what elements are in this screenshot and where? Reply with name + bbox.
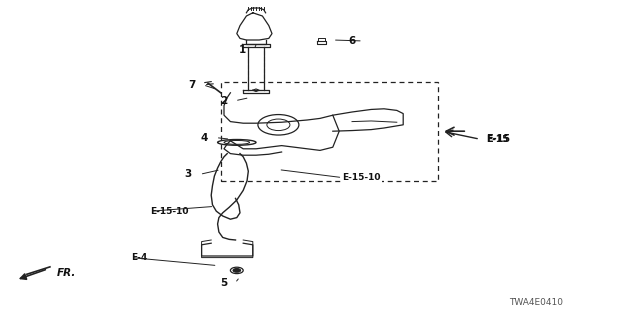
Text: TWA4E0410: TWA4E0410 [509, 298, 563, 307]
Text: E-15: E-15 [486, 134, 511, 144]
Text: 4: 4 [200, 132, 208, 143]
Text: 7: 7 [188, 80, 195, 90]
Text: E-15-10: E-15-10 [150, 207, 189, 216]
Text: E-15-10: E-15-10 [342, 173, 381, 182]
Text: E-15: E-15 [486, 135, 509, 144]
Bar [221, 82, 438, 181]
Text: 1: 1 [239, 44, 246, 55]
Text: E-4: E-4 [131, 253, 147, 262]
Circle shape [233, 268, 241, 272]
Text: 5: 5 [220, 278, 227, 288]
Text: 3: 3 [185, 169, 192, 180]
Text: 2: 2 [220, 96, 227, 106]
Text: 6: 6 [348, 36, 355, 46]
Text: FR.: FR. [56, 268, 76, 278]
